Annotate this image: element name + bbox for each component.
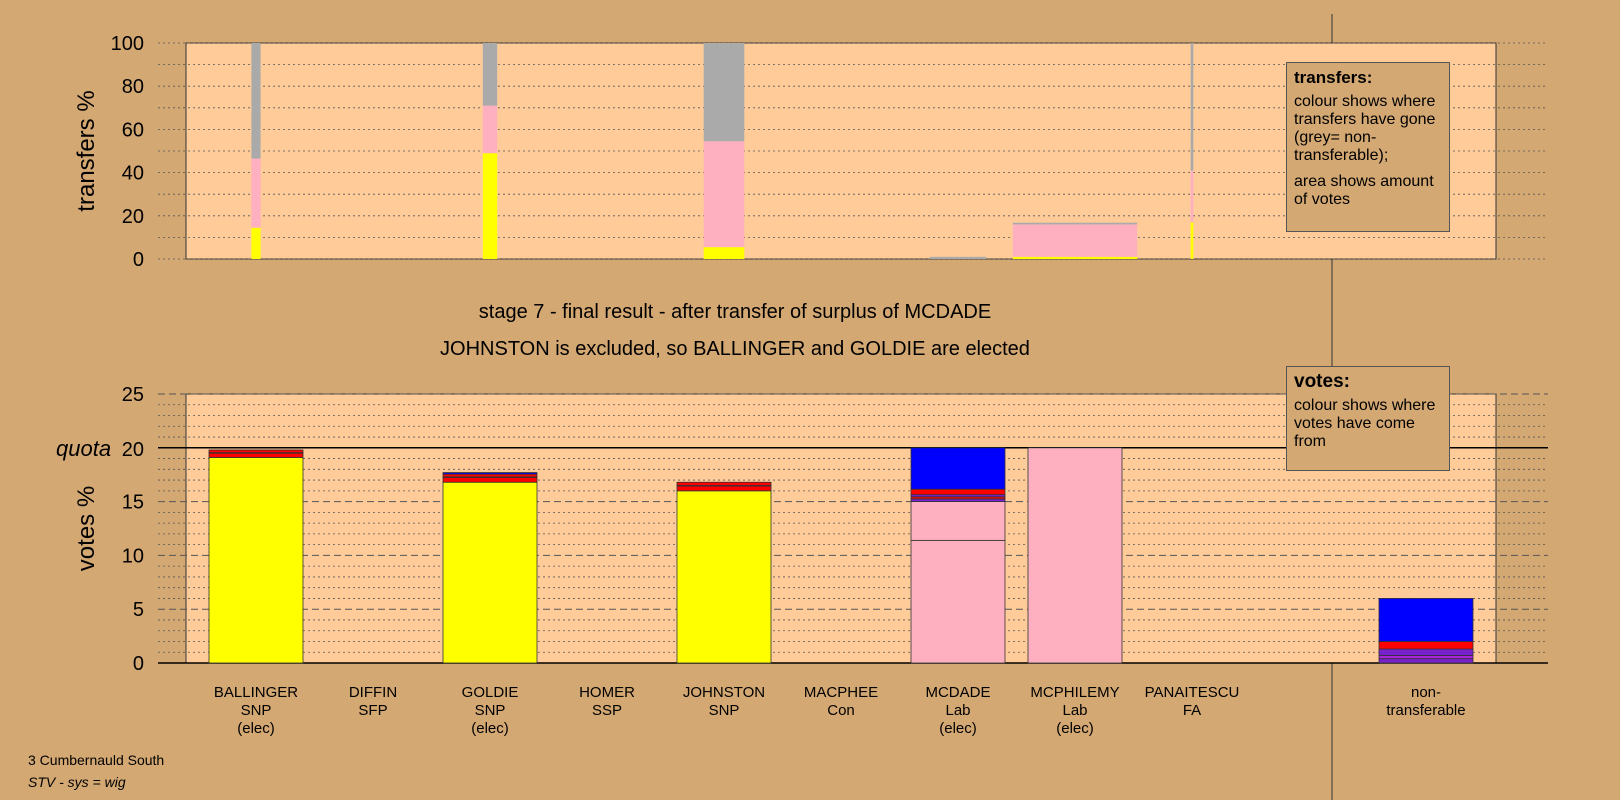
vote-bar-segment xyxy=(208,449,304,454)
candidate-label: GOLDIE xyxy=(462,684,519,701)
vote-bar-segment xyxy=(910,488,1006,496)
candidate-label: Lab xyxy=(945,702,970,719)
vote-bar-segment xyxy=(676,490,772,664)
candidate-label: SSP xyxy=(592,702,622,719)
votes-legend-text: colour shows where votes have come from xyxy=(1294,397,1436,450)
transfers-tick-label: 80 xyxy=(122,76,144,98)
transfer-bar-segment xyxy=(703,43,745,142)
transfer-bar-segment xyxy=(251,227,261,259)
transfer-bar-segment xyxy=(703,141,745,248)
votes-tick-label: 15 xyxy=(122,492,144,514)
candidate-label: FA xyxy=(1183,702,1201,719)
candidate-label: MACPHEE xyxy=(804,684,878,701)
transfer-bar-segment xyxy=(1190,222,1194,259)
transfer-bar-segment xyxy=(482,43,498,106)
vote-bar-segment xyxy=(1027,447,1123,664)
vote-bar-segment xyxy=(442,473,538,478)
votes-tick-label: 20 xyxy=(122,439,144,461)
vote-bar-segment xyxy=(910,447,1006,490)
transfer-bar-segment xyxy=(1012,224,1138,257)
candidate-label: SFP xyxy=(358,702,387,719)
transfers-legend-title: transfers: xyxy=(1294,68,1373,87)
vote-bar-segment xyxy=(442,476,538,483)
transfer-bar-segment xyxy=(251,43,261,159)
candidate-label: MCPHILEMY xyxy=(1030,684,1119,701)
transfers-tick-label: 20 xyxy=(122,206,144,228)
transfers-legend-text-1: colour shows where transfers have gone (… xyxy=(1294,93,1436,164)
votes-tick-label: 5 xyxy=(133,599,144,621)
vote-bar-segment xyxy=(676,481,772,486)
transfers-legend-text-2: area shows amount of votes xyxy=(1294,173,1434,208)
transfer-bar-segment xyxy=(1012,222,1138,225)
transfers-tick-label: 40 xyxy=(122,163,144,185)
candidate-label: Con xyxy=(827,702,855,719)
candidate-label: (elec) xyxy=(939,720,977,737)
candidate-label: HOMER xyxy=(579,684,635,701)
candidate-label: SNP xyxy=(241,702,272,719)
vote-bar-segment xyxy=(910,498,1006,503)
transfer-bar-segment xyxy=(1012,256,1138,259)
votes-tick-label: 0 xyxy=(133,653,144,675)
vote-bar-segment xyxy=(1378,655,1474,660)
candidate-label: DIFFIN xyxy=(349,684,397,701)
candidate-label: SNP xyxy=(475,702,506,719)
candidate-label: BALLINGER xyxy=(214,684,298,701)
candidate-label: SNP xyxy=(709,702,740,719)
transfer-bar-segment xyxy=(251,158,261,228)
vote-bar-segment xyxy=(1378,658,1474,664)
candidate-label: (elec) xyxy=(471,720,509,737)
vote-bar-segment xyxy=(208,452,304,458)
candidate-label: PANAITESCU xyxy=(1145,684,1240,701)
candidate-label: Lab xyxy=(1062,702,1087,719)
transfer-bar-segment xyxy=(1190,170,1194,223)
transfers-tick-label: 60 xyxy=(122,119,144,141)
transfers-axis-label: transfers % xyxy=(73,90,100,211)
votes-legend: votes: colour shows where votes have com… xyxy=(1286,366,1450,471)
vote-bar-segment xyxy=(1378,598,1474,642)
candidate-label: (elec) xyxy=(237,720,275,737)
vote-bar-segment xyxy=(1378,648,1474,656)
candidate-label: non- xyxy=(1411,684,1441,701)
transfers-legend: transfers: colour shows where transfers … xyxy=(1286,62,1450,232)
votes-axis-label: votes % xyxy=(73,486,100,571)
votes-tick-label: 25 xyxy=(122,384,144,406)
votes-tick-label: 10 xyxy=(122,545,144,567)
transfers-tick-label: 0 xyxy=(133,249,144,271)
votes-plot-area xyxy=(185,393,1497,664)
candidate-label: transferable xyxy=(1386,702,1465,719)
quota-label: quota xyxy=(56,436,111,461)
stage-subtitle: JOHNSTON is excluded, so BALLINGER and G… xyxy=(440,338,1030,360)
counting-system: STV - sys = wig xyxy=(28,774,126,790)
vote-bar-segment xyxy=(442,472,538,475)
vote-bar-segment xyxy=(208,457,304,664)
ward-name: 3 Cumbernauld South xyxy=(28,752,165,768)
transfer-bar-segment xyxy=(482,105,498,154)
transfer-bar-segment xyxy=(482,153,498,259)
transfer-bar-segment xyxy=(1190,43,1194,171)
vote-bar-segment xyxy=(676,485,772,492)
candidate-label: MCDADE xyxy=(925,684,990,701)
vote-bar-segment xyxy=(910,539,1006,664)
votes-legend-title: votes: xyxy=(1294,371,1350,392)
candidate-label: (elec) xyxy=(1056,720,1094,737)
transfer-bar-segment xyxy=(703,247,745,259)
vote-bar-segment xyxy=(442,481,538,664)
transfers-tick-label: 100 xyxy=(111,33,144,55)
transfer-bar-segment xyxy=(929,256,987,259)
stage-title: stage 7 - final result - after transfer … xyxy=(479,301,991,323)
vote-bar-segment xyxy=(910,501,1006,541)
vote-bar-segment xyxy=(1378,641,1474,650)
candidate-label: JOHNSTON xyxy=(683,684,765,701)
